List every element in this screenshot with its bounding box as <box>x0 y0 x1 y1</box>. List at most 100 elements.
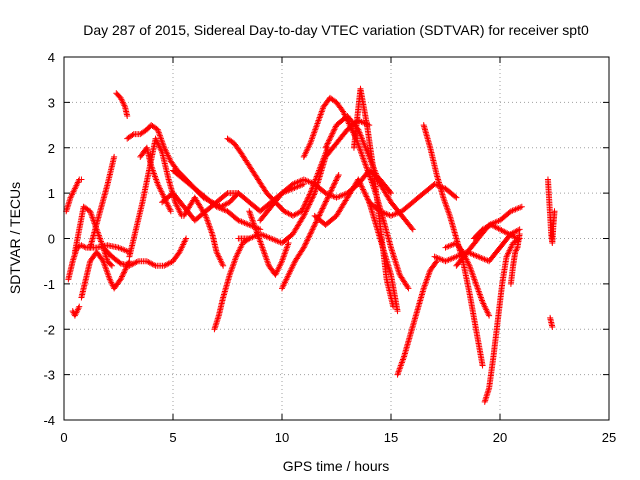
data-point <box>306 201 313 208</box>
series-track-06 <box>87 153 118 251</box>
data-point <box>300 244 307 251</box>
data-point <box>167 208 174 215</box>
series-track-32 <box>481 235 523 405</box>
data-point <box>119 273 126 280</box>
series-track-11 <box>137 144 174 215</box>
data-point <box>394 308 401 315</box>
y-tick-label: 0 <box>48 232 55 247</box>
data-point <box>322 198 329 205</box>
data-point <box>223 191 230 198</box>
series-track-20 <box>279 171 342 292</box>
series-track-27 <box>420 122 486 369</box>
data-point <box>388 190 394 197</box>
data-point <box>408 225 415 232</box>
series-track-34 <box>544 176 558 247</box>
data-point <box>318 208 325 215</box>
data-point <box>359 185 366 192</box>
data-point <box>318 206 325 213</box>
data-point <box>119 272 126 279</box>
data-point <box>78 176 85 183</box>
x-axis-ticks: 0 5 10 15 20 25 <box>60 57 616 445</box>
y-tick-label: 1 <box>48 186 55 201</box>
data-point <box>327 134 334 141</box>
data-point <box>333 176 340 183</box>
series-track-24 <box>350 85 397 310</box>
data-point <box>306 200 313 207</box>
data-point <box>319 205 326 212</box>
series-track-07 <box>113 90 131 119</box>
data-point <box>324 195 331 202</box>
grid-lines <box>64 57 609 420</box>
data-point <box>325 139 332 146</box>
data-point <box>326 136 333 143</box>
data-point <box>452 193 459 200</box>
data-point <box>364 194 371 201</box>
data-point <box>81 243 88 250</box>
data-point <box>317 209 324 216</box>
data-point <box>311 191 318 198</box>
data-point <box>320 202 327 209</box>
data-point <box>326 190 333 197</box>
data-point <box>310 223 317 230</box>
data-point <box>355 177 362 184</box>
data-point <box>355 176 362 183</box>
data-point <box>361 189 368 196</box>
data-point <box>304 236 311 243</box>
data-point <box>107 261 114 268</box>
data-point <box>515 227 522 234</box>
data-point <box>311 222 318 229</box>
data-point <box>332 177 339 184</box>
x-tick-label: 15 <box>384 430 398 445</box>
data-point <box>307 198 314 205</box>
data-point <box>320 204 327 211</box>
x-axis-label: GPS time / hours <box>283 458 390 474</box>
data-point <box>321 201 328 208</box>
data-point <box>124 112 131 119</box>
data-point <box>79 243 86 250</box>
data-point <box>300 212 307 219</box>
data-point <box>518 203 525 210</box>
data-point <box>356 179 363 186</box>
series-track-33 <box>507 230 523 287</box>
data-point <box>362 190 369 197</box>
data-point <box>301 243 308 250</box>
data-point <box>453 194 460 201</box>
data-point <box>121 269 128 276</box>
x-tick-label: 20 <box>493 430 507 445</box>
data-point <box>516 230 523 237</box>
data-point <box>312 220 319 227</box>
data-point <box>329 184 336 191</box>
data-point <box>404 284 411 291</box>
chart-title: Day 287 of 2015, Sidereal Day-to-day VTE… <box>83 22 589 38</box>
series-track-04 <box>71 203 115 269</box>
data-point <box>323 197 330 204</box>
data-point <box>316 211 323 218</box>
data-point <box>304 237 311 244</box>
data-point <box>358 183 365 190</box>
data-point <box>308 197 315 204</box>
y-tick-label: 4 <box>48 50 55 65</box>
data-point <box>332 178 339 185</box>
data-point <box>302 241 309 248</box>
data-point <box>330 129 337 136</box>
data-point <box>328 133 335 140</box>
data-point <box>99 256 106 263</box>
data-point <box>302 208 309 215</box>
data-point <box>331 180 338 187</box>
data-point <box>308 229 315 236</box>
data-point <box>310 192 317 199</box>
series-track-03 <box>69 303 83 319</box>
series-track-05 <box>78 249 133 301</box>
series-track-14 <box>180 194 227 269</box>
data-point <box>309 226 316 233</box>
data-point <box>120 270 127 277</box>
data-point <box>305 234 312 241</box>
data-point <box>405 285 412 292</box>
series-track-15 <box>211 235 253 333</box>
series-track-26 <box>394 258 440 378</box>
data-point <box>302 240 309 247</box>
data-point <box>302 209 309 216</box>
data-point <box>108 262 115 269</box>
data-point <box>111 153 118 160</box>
data-point <box>324 140 331 147</box>
